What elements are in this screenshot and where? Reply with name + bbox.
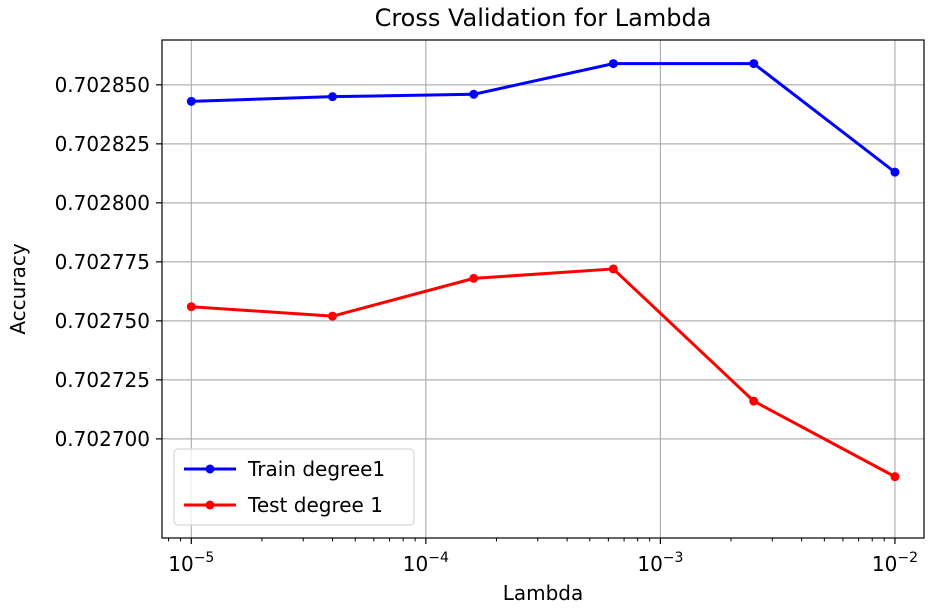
series-line-2 [191, 267, 896, 478]
y-axis-label: Accuracy [6, 243, 30, 334]
legend: Train degree1 Test degree 1 [173, 448, 415, 526]
series-line-1 [191, 62, 896, 174]
data-point [328, 311, 338, 321]
legend-label: Test degree 1 [247, 493, 383, 517]
y-tick-label: 0.702850 [55, 73, 150, 97]
data-point [890, 472, 900, 482]
y-tick-label: 0.702825 [55, 132, 150, 156]
chart-title: Cross Validation for Lambda [375, 4, 712, 32]
data-point [749, 59, 759, 69]
axis-ticks: 10−5 10−4 10−3 10−2 0.702700 0.702725 0.702750… [55, 73, 918, 576]
y-tick-label: 0.702775 [55, 250, 150, 274]
y-tick-label: 0.702800 [55, 191, 150, 215]
legend-swatch-marker [205, 464, 215, 474]
data-point [749, 396, 759, 406]
data-point [469, 273, 479, 283]
data-point [608, 264, 618, 274]
legend-label: Train degree1 [247, 457, 385, 481]
legend-swatch-marker [205, 500, 215, 510]
x-tick-label: 10−5 [168, 550, 214, 576]
y-tick-label: 0.702700 [55, 427, 150, 451]
y-tick-label: 0.702725 [55, 368, 150, 392]
data-point [469, 89, 479, 99]
grid-lines [162, 40, 924, 538]
data-point [890, 167, 900, 177]
x-tick-label: 10−4 [403, 550, 449, 576]
x-axis-label: Lambda [503, 581, 584, 605]
series-layer [186, 59, 900, 482]
x-tick-label: 10−3 [637, 550, 683, 576]
data-point [608, 59, 618, 69]
data-point [186, 302, 196, 312]
data-point [186, 96, 196, 106]
x-tick-label: 10−2 [872, 550, 918, 576]
y-tick-label: 0.702750 [55, 309, 150, 333]
plot-area-frame [161, 39, 925, 539]
data-point [328, 92, 338, 102]
